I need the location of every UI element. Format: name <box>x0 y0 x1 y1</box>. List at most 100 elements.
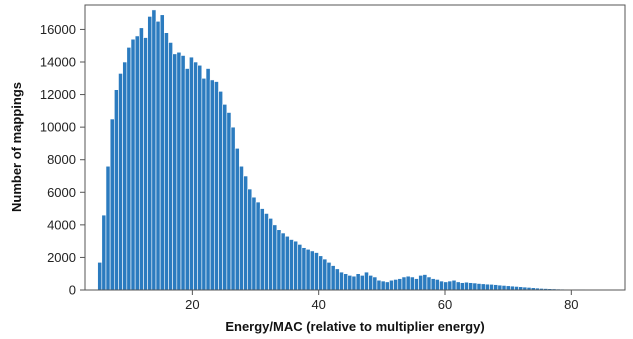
histogram-bar <box>409 276 415 291</box>
x-tick-label: 80 <box>564 297 578 312</box>
histogram-bar <box>239 165 244 291</box>
histogram-bar <box>422 274 428 291</box>
histogram-bar <box>359 275 365 291</box>
y-tick-label: 0 <box>69 283 76 298</box>
histogram-bar <box>389 279 394 291</box>
histogram-bar <box>309 250 315 291</box>
histogram-bar <box>351 275 357 291</box>
histogram-bar <box>330 265 336 291</box>
histogram-bar <box>226 112 232 291</box>
histogram-bar <box>347 275 353 291</box>
histogram-bar <box>209 79 215 291</box>
histogram-bar <box>418 275 424 291</box>
histogram-bar <box>272 224 278 291</box>
histogram-bar <box>255 201 261 291</box>
histogram-bar <box>489 283 494 291</box>
histogram-bar <box>414 278 419 291</box>
histogram-bar <box>368 275 374 291</box>
histogram-bar <box>126 47 132 291</box>
histogram-bar <box>505 285 511 291</box>
histogram-bar <box>151 9 157 291</box>
histogram-bar <box>130 38 136 291</box>
histogram-bar <box>339 271 344 291</box>
histogram-bar <box>443 281 449 291</box>
histogram-bar <box>259 208 265 291</box>
y-tick-label: 16000 <box>40 22 76 37</box>
histogram-bar <box>109 118 115 291</box>
y-tick-label: 14000 <box>40 55 76 70</box>
x-axis-label: Energy/MAC (relative to multiplier energ… <box>225 319 484 334</box>
histogram-bar <box>480 283 486 291</box>
histogram-bar <box>305 248 311 291</box>
histogram-bar <box>493 284 499 291</box>
histogram-bar <box>439 280 444 291</box>
histogram-bar <box>297 244 303 291</box>
histogram-bar <box>401 276 407 291</box>
histogram-bar <box>380 280 386 291</box>
histogram-bar <box>455 281 461 291</box>
histogram-bar <box>322 258 328 291</box>
histogram-bar <box>168 42 173 291</box>
histogram-bar <box>501 285 507 291</box>
histogram-bar <box>114 89 119 291</box>
histogram-bar <box>214 81 219 291</box>
histogram-bar <box>434 279 440 291</box>
histogram-bar <box>384 281 390 291</box>
histogram-bar <box>247 188 253 291</box>
histogram-bar <box>397 278 403 291</box>
histogram-bar <box>510 285 515 291</box>
x-tick-label: 40 <box>311 297 325 312</box>
histogram-bar <box>172 53 178 291</box>
histogram-bar <box>314 252 319 291</box>
y-axis-label: Number of mappings <box>9 82 24 212</box>
histogram-bar <box>264 213 269 291</box>
histogram-bar <box>222 104 228 291</box>
histogram-bar <box>193 61 198 291</box>
histogram-bar <box>514 286 519 291</box>
histogram-bar <box>243 175 248 291</box>
histogram-bar <box>430 278 436 291</box>
histogram-bar <box>118 73 123 291</box>
plot-frame <box>84 4 626 291</box>
histogram-bar <box>393 279 399 291</box>
histogram-bar <box>301 247 307 291</box>
histogram-bar <box>122 61 128 291</box>
y-tick-label: 6000 <box>47 185 76 200</box>
histogram-bar <box>218 91 223 291</box>
histogram-bar <box>234 148 240 291</box>
histogram-bar <box>205 68 211 291</box>
histogram-bar <box>180 55 186 291</box>
histogram-bar <box>459 282 465 291</box>
histogram-bar <box>372 276 378 291</box>
histogram-bar <box>280 232 286 291</box>
histogram-bar <box>201 77 207 291</box>
histogram-bar <box>326 262 332 291</box>
histogram-bar <box>147 16 153 291</box>
histogram-bar <box>251 196 257 291</box>
x-axis-ticks: 20 40 60 80 <box>185 290 579 312</box>
histogram-bar <box>343 273 349 291</box>
histogram-bar <box>189 56 194 291</box>
histogram-bar <box>464 281 469 291</box>
y-tick-label: 10000 <box>40 120 76 135</box>
histogram-bar <box>143 37 148 291</box>
x-tick-label: 60 <box>438 297 452 312</box>
y-tick-label: 8000 <box>47 152 76 167</box>
histogram-bar <box>155 20 161 291</box>
histogram-bar <box>184 68 190 291</box>
histogram-bar <box>497 284 503 291</box>
histogram-bar <box>468 282 474 291</box>
histogram-bar <box>276 229 282 291</box>
histogram-bar <box>289 239 294 291</box>
histogram-bar <box>164 32 169 291</box>
histogram-bar <box>268 218 274 291</box>
histogram-bar <box>101 214 107 291</box>
y-axis-ticks: 0 2000 4000 6000 8000 10000 12000 14000 16000 <box>40 22 85 298</box>
histogram-bar <box>451 279 457 291</box>
histogram-bar <box>447 280 453 291</box>
histogram-bar <box>476 283 482 291</box>
histogram-bar <box>176 51 182 291</box>
histogram-bar <box>376 279 382 291</box>
x-tick-label: 20 <box>185 297 199 312</box>
histogram-bar <box>197 64 203 291</box>
